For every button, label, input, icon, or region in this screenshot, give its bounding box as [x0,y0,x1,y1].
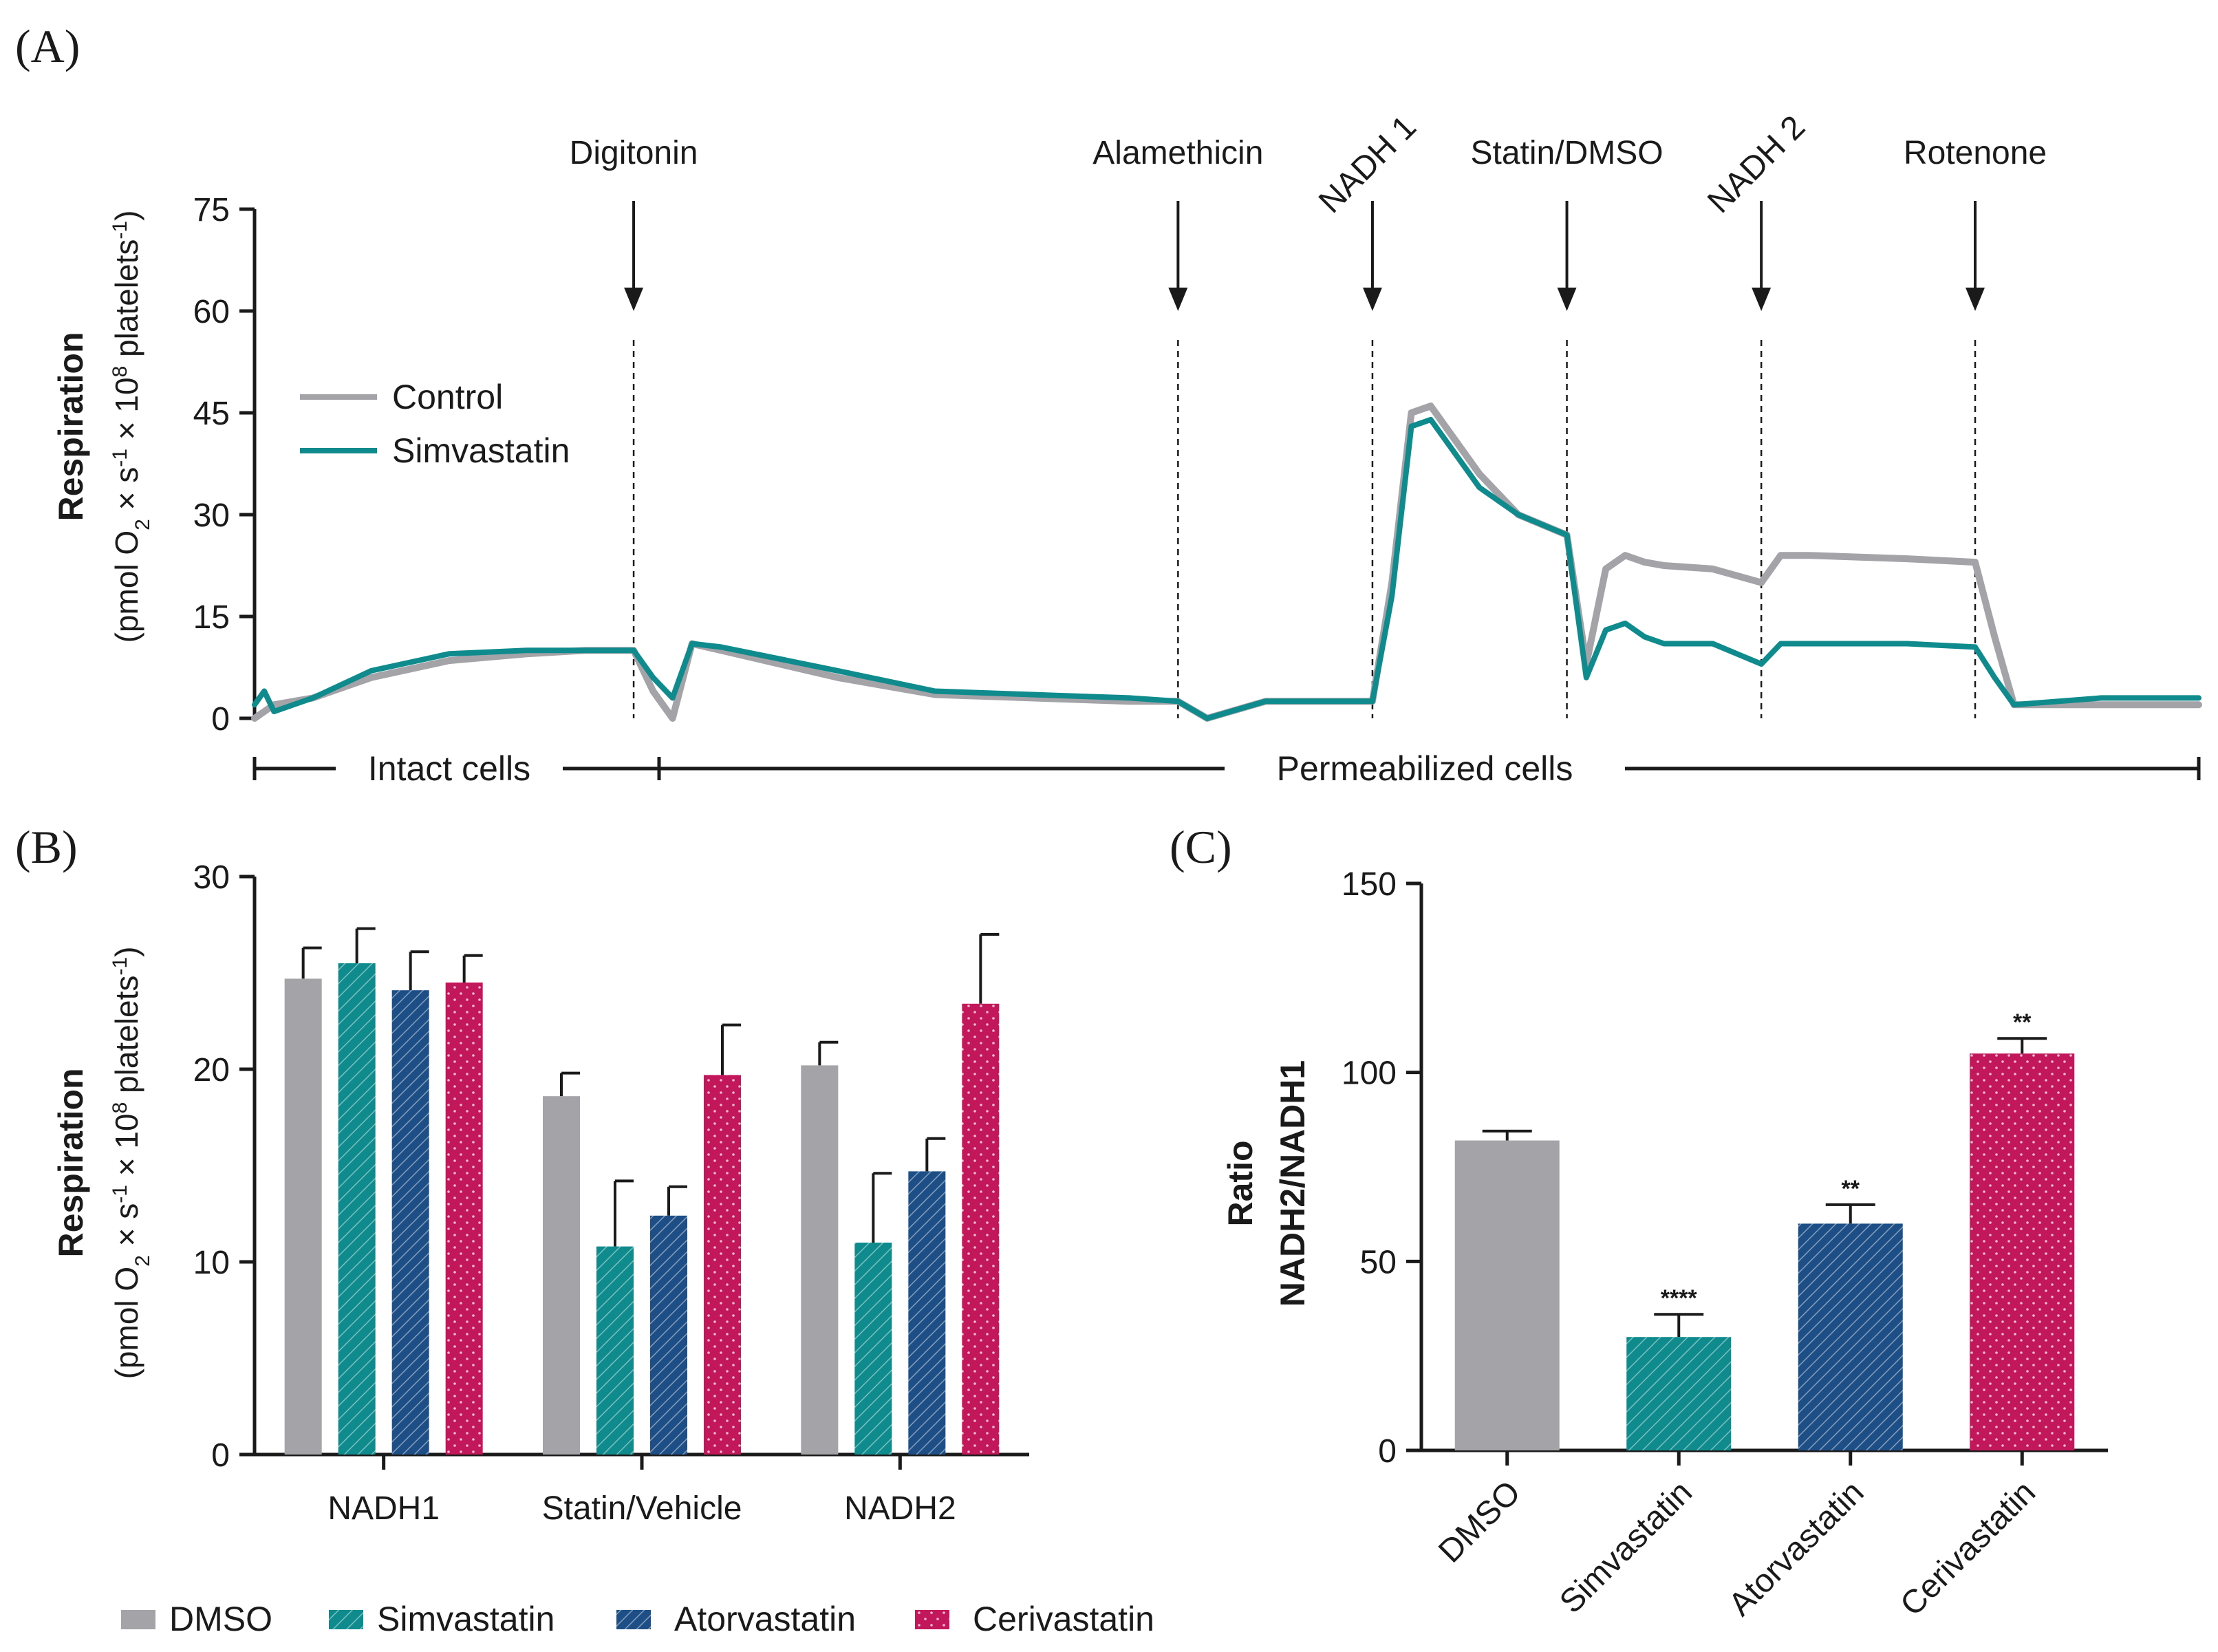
panel-a-ytick-label: 60 [193,294,230,330]
panel-b-xtick-label: NADH2 [844,1490,956,1527]
panel-c-xtick-label: DMSO [1432,1474,1527,1569]
legend-cerivastatin-label: Cerivastatin [973,1600,1154,1638]
panel-c-ytick-label: 150 [1342,866,1397,903]
panel-a-ytick-label: 75 [193,192,230,228]
legend-cerivastatin-swatch [915,1610,949,1629]
panel-b-xtick-label: Statin/Vehicle [542,1490,742,1527]
panel-a-ylabel: Respiration [52,332,90,521]
panel-b-legend: DMSO Simvastatin Atorvastatin Cerivastat… [121,1600,1154,1638]
panel-b-ytick-label: 10 [193,1245,230,1281]
marker-label: Rotenone [1904,135,2047,171]
bar-simvastatin-nadh2 [854,1243,892,1455]
bar-atorvastatin-nadh2 [908,1171,946,1455]
bar-ratio-dmso [1454,1140,1560,1450]
legend-atorvastatin-swatch [616,1610,651,1629]
marker-label: Digitonin [570,135,698,171]
bar-atorvastatin-nadh1 [391,990,429,1455]
panel-a-label: (A) [15,20,80,72]
panel-b-xtick-label: NADH1 [327,1490,440,1527]
legend-dmso-label: DMSO [169,1600,272,1638]
significance-marker: ** [2013,1009,2032,1036]
marker-arrow-head [624,288,644,311]
marker-label: NADH 2 [1701,109,1812,220]
panel-c-xtick-label: Cerivastatin [1893,1474,2043,1623]
panel-c-bars: ******** [1454,1009,2075,1450]
panel-a-ytick-label: 30 [193,497,230,534]
panel-c-ytick-label: 50 [1360,1244,1397,1280]
bar-ratio-atorvastatin [1798,1223,1903,1450]
marker-arrow-head [1752,288,1772,311]
panel-c-label: (C) [1170,821,1232,873]
panel-c-xtick-label: Atorvastatin [1722,1474,1871,1623]
legend-simvastatin-bar-swatch [329,1610,363,1629]
panel-a-ytick-label: 0 [211,701,230,738]
panel-b-ylabel-units: (pmol O2 × s-1 × 108 platelets-1) [109,947,154,1380]
marker-arrow-head [1966,288,1985,311]
panel-b-ylabel: Respiration [52,1068,90,1257]
panel-a-axis: 0 15 30 45 60 75 [193,192,257,738]
marker-arrow-head [1362,288,1382,311]
phase-intact-label: Intact cells [368,749,530,788]
panel-a-markers: Digitonin Alamethicin NADH 1 Statin/DMSO NAD… [570,109,2047,718]
panel-b-label: (B) [15,821,78,873]
panel-b-ytick-label: 0 [211,1437,230,1474]
panel-b-axis: 0 10 20 30 NADH1 Statin/Vehicle NADH2 [193,859,1029,1527]
panel-c-ylabel-2: NADH2/NADH1 [1273,1060,1312,1307]
legend-dmso-swatch [121,1610,155,1629]
legend-control-label: Control [392,378,503,416]
phase-bar: Intact cells Permeabilized cells [252,749,2201,788]
bar-dmso-nadh2 [801,1065,839,1455]
legend-atorvastatin-label: Atorvastatin [674,1600,856,1638]
bar-dmso-nadh1 [284,978,322,1455]
series-line-simvastatin [252,416,2201,721]
panel-a-lines [251,403,2202,722]
bar-ratio-cerivastatin [1970,1053,2075,1450]
legend-simvastatin-bar-label: Simvastatin [377,1600,554,1638]
bar-cerivastatin-nadh2 [962,1003,1000,1455]
bar-ratio-simvastatin [1626,1337,1732,1450]
panel-b-bars [284,927,1000,1455]
panel-b-ytick-label: 20 [193,1052,230,1088]
panel-a-ytick-label: 45 [193,396,230,432]
panel-c-xtick-label: Simvastatin [1553,1474,1699,1620]
panel-b-ytick-label: 30 [193,859,230,896]
bar-atorvastatin-statin-vehicle [650,1215,687,1455]
marker-arrow-head [1557,288,1577,311]
bar-cerivastatin-statin-vehicle [704,1075,741,1455]
marker-label: NADH 1 [1312,109,1423,220]
significance-marker: ** [1842,1176,1860,1202]
panel-c-ytick-label: 0 [1378,1433,1397,1470]
panel-c-ylabel: Ratio [1221,1141,1260,1227]
marker-label: Statin/DMSO [1471,135,1664,171]
marker-arrow-head [1168,288,1188,311]
panel-a-legend: Control Simvastatin [300,378,570,470]
bar-simvastatin-statin-vehicle [596,1246,634,1455]
panel-a-ylabel-units: (pmol O2 × s-1 × 108 platelets-1) [109,211,154,643]
bar-dmso-statin-vehicle [543,1096,580,1455]
significance-marker: **** [1661,1285,1698,1311]
bar-simvastatin-nadh1 [338,963,376,1455]
bar-cerivastatin-nadh1 [445,983,483,1455]
panel-c-ytick-label: 100 [1342,1055,1397,1092]
marker-label: Alamethicin [1092,135,1263,171]
panel-a-ytick-label: 15 [193,599,230,636]
legend-simvastatin-label: Simvastatin [392,431,570,470]
phase-permeabilized-label: Permeabilized cells [1277,749,1573,788]
